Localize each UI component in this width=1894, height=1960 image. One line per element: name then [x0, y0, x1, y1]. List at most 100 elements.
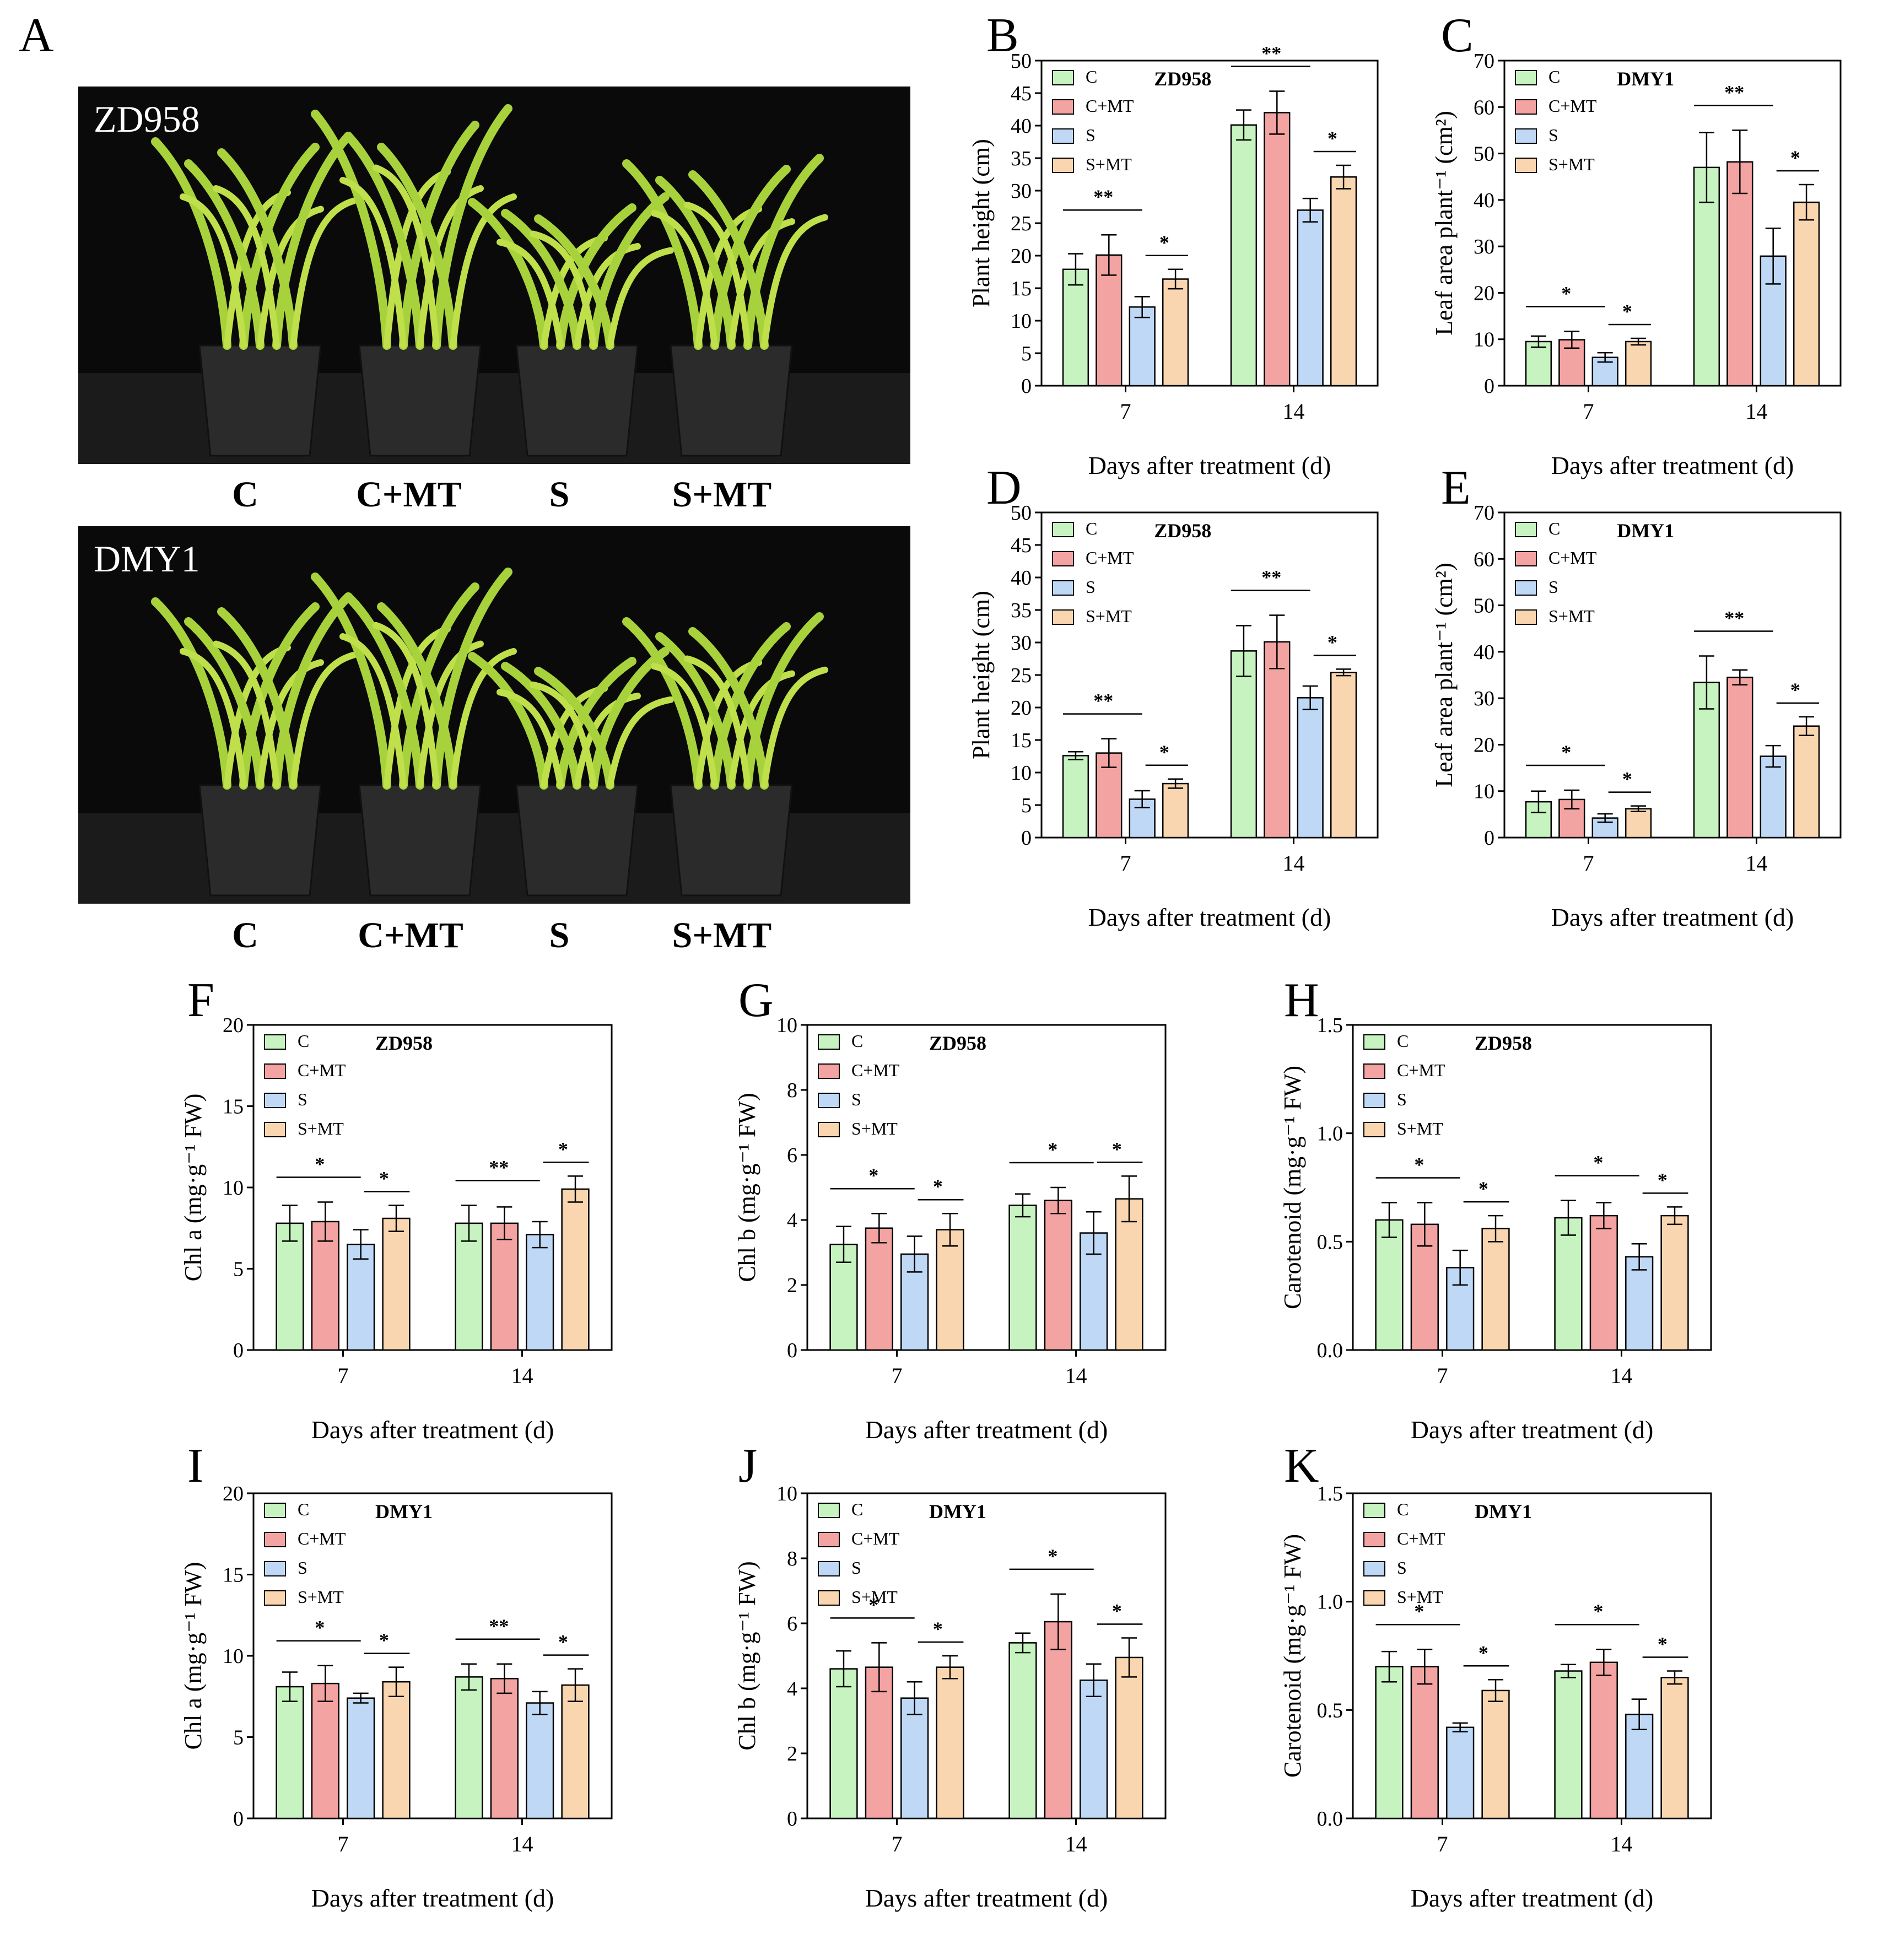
leaf-icon — [450, 648, 517, 789]
legend-swatch — [818, 1122, 840, 1137]
treatment-label-c-dmy1: C — [232, 915, 258, 955]
significance-mark: * — [1159, 741, 1169, 763]
y-tick-label: 60 — [1474, 96, 1494, 119]
panel-letter-j: J — [738, 1439, 758, 1493]
y-tick-label: 20 — [1011, 245, 1032, 268]
y-tick-label: 60 — [1474, 548, 1494, 571]
legend-label: C — [1397, 1031, 1409, 1051]
leaf-icon — [589, 192, 670, 350]
leaf-icon — [695, 659, 762, 789]
panel-letter-b: B — [986, 9, 1019, 62]
bar — [1162, 278, 1189, 387]
legend-label: C — [851, 1499, 863, 1519]
legend-swatch — [1515, 522, 1537, 537]
significance-mark: ** — [1093, 186, 1113, 208]
leaf-icon — [530, 681, 597, 789]
legend-swatch — [1363, 1590, 1385, 1606]
y-tick-label: 45 — [1011, 82, 1032, 105]
legend-swatch — [1052, 158, 1074, 173]
leaf-icon — [151, 137, 231, 350]
legend-label: C+MT — [851, 1529, 900, 1548]
y-tick-label: 0 — [1021, 827, 1032, 850]
legend-label: S — [1086, 577, 1096, 597]
chart-j: 0 2 4 6 8 10 Chl b (mg·g⁻¹ FW) * * 7 * * 14 Days afte… — [725, 1477, 1199, 1951]
x-tick-label: 14 — [511, 1363, 533, 1388]
bar — [455, 1676, 483, 1819]
legend-label: C — [1086, 67, 1097, 87]
legend-label: C+MT — [1548, 548, 1597, 568]
bar — [311, 1682, 339, 1819]
leaf-icon — [534, 667, 614, 790]
chart-i: 0 5 10 15 20 Chl a (mg·g⁻¹ FW) * * 7 ** * 14 Days af… — [171, 1477, 645, 1951]
chart-f: 0 5 10 15 20 Chl a (mg·g⁻¹ FW) * * 7 ** * 14 Days af… — [171, 1008, 645, 1482]
bar — [1554, 1670, 1583, 1819]
legend-label: C — [1397, 1499, 1409, 1519]
x-tick-label: 14 — [1283, 399, 1305, 424]
leaf-icon — [184, 159, 265, 350]
significance-mark: * — [1561, 741, 1571, 763]
legend-label: C+MT — [298, 1529, 346, 1548]
y-tick-label: 30 — [1474, 687, 1494, 710]
bar — [1330, 672, 1357, 839]
leaf-icon — [272, 592, 353, 790]
y-tick-label: 70 — [1474, 501, 1494, 525]
significance-mark: * — [379, 1629, 389, 1651]
y-axis-label: Leaf area plant⁻¹ (cm²) — [1431, 563, 1458, 787]
y-tick-label: 30 — [1474, 235, 1494, 258]
leaf-icon — [468, 652, 548, 790]
legend-label: S — [1086, 125, 1096, 145]
legend-label: S+MT — [1397, 1119, 1443, 1138]
treatment-label-s-dmy1: S — [549, 915, 570, 955]
legend-label: S — [298, 1089, 307, 1109]
legend-swatch — [1515, 551, 1537, 566]
legend-label: C — [851, 1031, 863, 1051]
legend-swatch — [264, 1063, 286, 1079]
bar — [526, 1234, 554, 1351]
pot-icon — [358, 344, 482, 457]
legend-swatch — [1363, 1063, 1385, 1079]
plot-frame — [806, 1024, 1167, 1351]
x-tick-label: 14 — [1746, 851, 1768, 876]
x-axis-label: Days after treatment (d) — [311, 1884, 554, 1912]
bar — [1062, 755, 1089, 839]
legend-swatch — [1052, 551, 1074, 566]
legend-swatch — [1052, 609, 1074, 625]
y-tick-label: 6 — [787, 1612, 797, 1635]
potted-plant-3 — [468, 647, 674, 897]
y-tick-label: 15 — [223, 1095, 244, 1119]
bar — [526, 1702, 554, 1819]
leaf-icon — [373, 164, 440, 349]
photo-label-dmy1: DMY1 — [94, 538, 200, 580]
bar — [1230, 650, 1258, 839]
panel-letter-f: F — [187, 974, 214, 1027]
x-tick-label: 7 — [1120, 399, 1131, 424]
leaf-icon — [684, 655, 751, 789]
y-tick-label: 45 — [1011, 534, 1032, 557]
pot-icon — [670, 344, 793, 457]
panel-letter-a: A — [19, 9, 54, 62]
x-tick-label: 7 — [892, 1832, 903, 1856]
x-axis-label: Days after treatment (d) — [1088, 451, 1331, 479]
legend-swatch — [1363, 1532, 1385, 1547]
leaf-icon — [743, 154, 824, 350]
bar — [347, 1697, 375, 1819]
leaf-icon — [217, 148, 298, 350]
significance-mark: ** — [1261, 566, 1281, 588]
x-tick-label: 14 — [1283, 851, 1305, 876]
leaf-icon — [497, 239, 564, 349]
legend-label: S — [298, 1558, 307, 1578]
bar — [1297, 697, 1324, 839]
leaf-icon — [501, 662, 581, 790]
chart-title: ZD958 — [1154, 520, 1211, 542]
y-tick-label: 30 — [1011, 180, 1032, 203]
significance-mark: * — [1658, 1633, 1668, 1655]
y-tick-label: 20 — [1011, 696, 1032, 720]
bar — [1793, 725, 1820, 839]
legend-swatch — [264, 1122, 286, 1137]
significance-mark: * — [1328, 127, 1337, 149]
y-tick-label: 8 — [787, 1079, 797, 1102]
bar — [490, 1678, 519, 1819]
significance-mark: * — [933, 1618, 943, 1640]
legend-swatch — [264, 1561, 286, 1576]
bar — [1008, 1205, 1037, 1351]
